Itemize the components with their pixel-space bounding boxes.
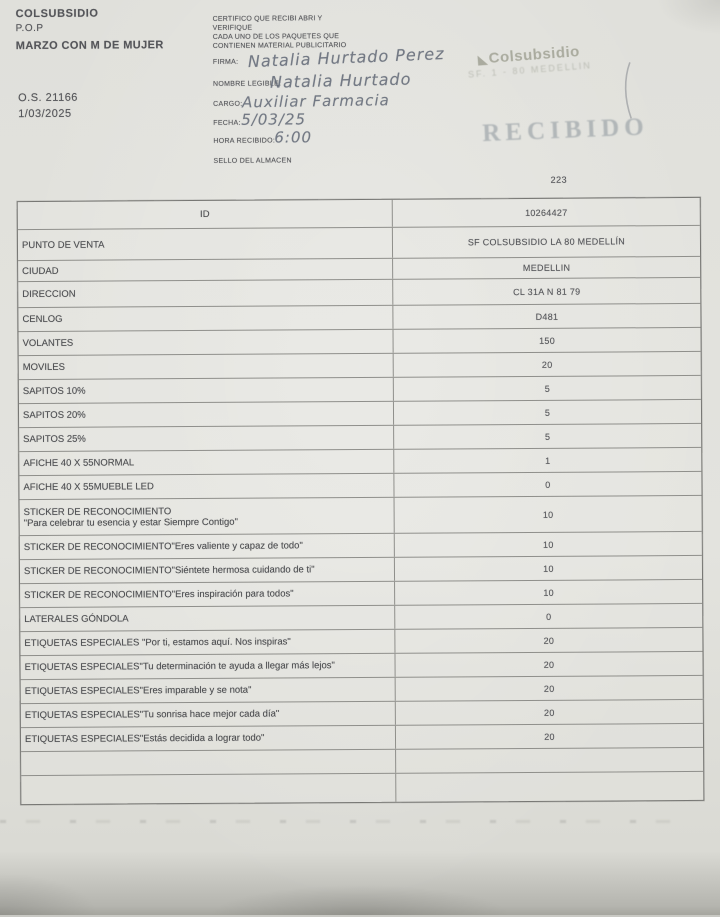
row-label: ID (17, 199, 393, 230)
row-value: 20 (544, 731, 555, 742)
row-label: STICKER DE RECONOCIMIENTO"Eres inspiraci… (20, 581, 396, 608)
row-label: ETIQUETAS ESPECIALES"Tu sonrisa hace mej… (20, 701, 396, 728)
order-number: O.S. 21166 (18, 91, 78, 105)
table-row (21, 772, 703, 805)
row-value: 10 (542, 539, 554, 550)
row-label: AFICHE 40 X 55MUEBLE LED (19, 473, 395, 500)
row-value: 20 (541, 359, 553, 370)
row-label: STICKER DE RECONOCIMIENTO "Para celebrar… (19, 497, 395, 536)
row-value: 5 (544, 431, 551, 442)
row-label: CIUDAD (18, 258, 394, 282)
page-number: 223 (550, 174, 568, 185)
table-row: ID 10264427 (17, 197, 700, 231)
cargo-label: CARGO: (213, 100, 243, 108)
row-label: CENLOG (18, 305, 394, 332)
fecha-handwriting: 5/03/25 (241, 110, 307, 129)
fecha-label: FECHA: (213, 119, 241, 127)
header-left: COLSUBSIDIO P.O.P MARZO CON M DE MUJER (15, 7, 164, 53)
row-value: 10 (542, 509, 554, 520)
row-label: SAPITOS 10% (18, 377, 394, 404)
pen-mark (624, 62, 632, 119)
table-row: STICKER DE RECONOCIMIENTO "Para celebrar… (19, 495, 702, 537)
cargo-handwriting: Auxiliar Farmacia (241, 91, 390, 112)
row-value: D481 (535, 311, 559, 322)
row-value: 1 (545, 455, 551, 466)
row-label: ETIQUETAS ESPECIALES"Estás decidida a lo… (20, 725, 397, 752)
colsubsidio-logo-icon: ◣ (477, 52, 489, 67)
row-value: 10264427 (525, 207, 568, 218)
row-value: 20 (543, 683, 555, 694)
row-label: PUNTO DE VENTA (17, 227, 394, 261)
row-label: STICKER DE RECONOCIMIENTO"Siéntete hermo… (19, 557, 396, 584)
row-label: DIRECCION (18, 279, 394, 308)
hora-handwriting: 6:00 (274, 128, 313, 147)
row-value: 20 (543, 659, 555, 670)
row-label: ETIQUETAS ESPECIALES"Tu determinación te… (20, 653, 396, 680)
row-label: LATERALES GÓNDOLA (20, 605, 396, 632)
table-row: PUNTO DE VENTA SF COLSUBSIDIO LA 80 MEDE… (17, 225, 701, 262)
row-value: 5 (544, 383, 551, 394)
row-value: 0 (546, 611, 552, 622)
sello-almacen-label: SELLO DEL ALMACEN (213, 157, 292, 165)
row-label: ETIQUETAS ESPECIALES"Eres imparable y se… (20, 677, 396, 704)
row-label: SAPITOS 25% (19, 425, 395, 452)
row-label: SAPITOS 20% (18, 401, 395, 428)
row-value: CL 31A N 81 79 (513, 286, 581, 297)
firma-label: FIRMA: (212, 58, 239, 66)
row-label: MOVILES (18, 353, 394, 380)
row-value: 10 (543, 587, 554, 598)
row-value (396, 759, 703, 761)
row-label: STICKER DE RECONOCIMIENTO"Eres valiente … (19, 533, 395, 560)
row-label: ETIQUETAS ESPECIALES "Por ti, estamos aq… (20, 629, 396, 656)
fold-smudge (0, 820, 700, 823)
row-value: SF COLSUBSIDIO LA 80 MEDELLÍN (467, 236, 626, 248)
org-name: COLSUBSIDIO (15, 7, 99, 21)
material-table: ID 10264427 PUNTO DE VENTA SF COLSUBSIDI… (16, 196, 705, 806)
row-value: 20 (543, 635, 555, 646)
row-label: VOLANTES (18, 329, 394, 356)
row-label: AFICHE 40 X 55NORMAL (19, 449, 395, 476)
order-date: 1/03/2025 (18, 107, 72, 121)
campaign-title: MARZO CON M DE MUJER (15, 39, 164, 53)
row-value: MEDELLIN (522, 262, 571, 274)
row-value: 0 (545, 479, 551, 490)
row-value: 20 (543, 707, 555, 718)
row-value: 150 (539, 335, 556, 346)
row-label (21, 773, 397, 805)
row-label (21, 749, 397, 776)
row-value: 10 (543, 563, 554, 574)
pop-label: P.O.P (15, 22, 44, 35)
hora-recibido-label: HORA RECIBIDO: (213, 137, 276, 145)
row-value: 5 (544, 407, 551, 418)
row-value (396, 786, 703, 788)
nombre-handwriting: Natalia Hurtado (269, 69, 412, 92)
